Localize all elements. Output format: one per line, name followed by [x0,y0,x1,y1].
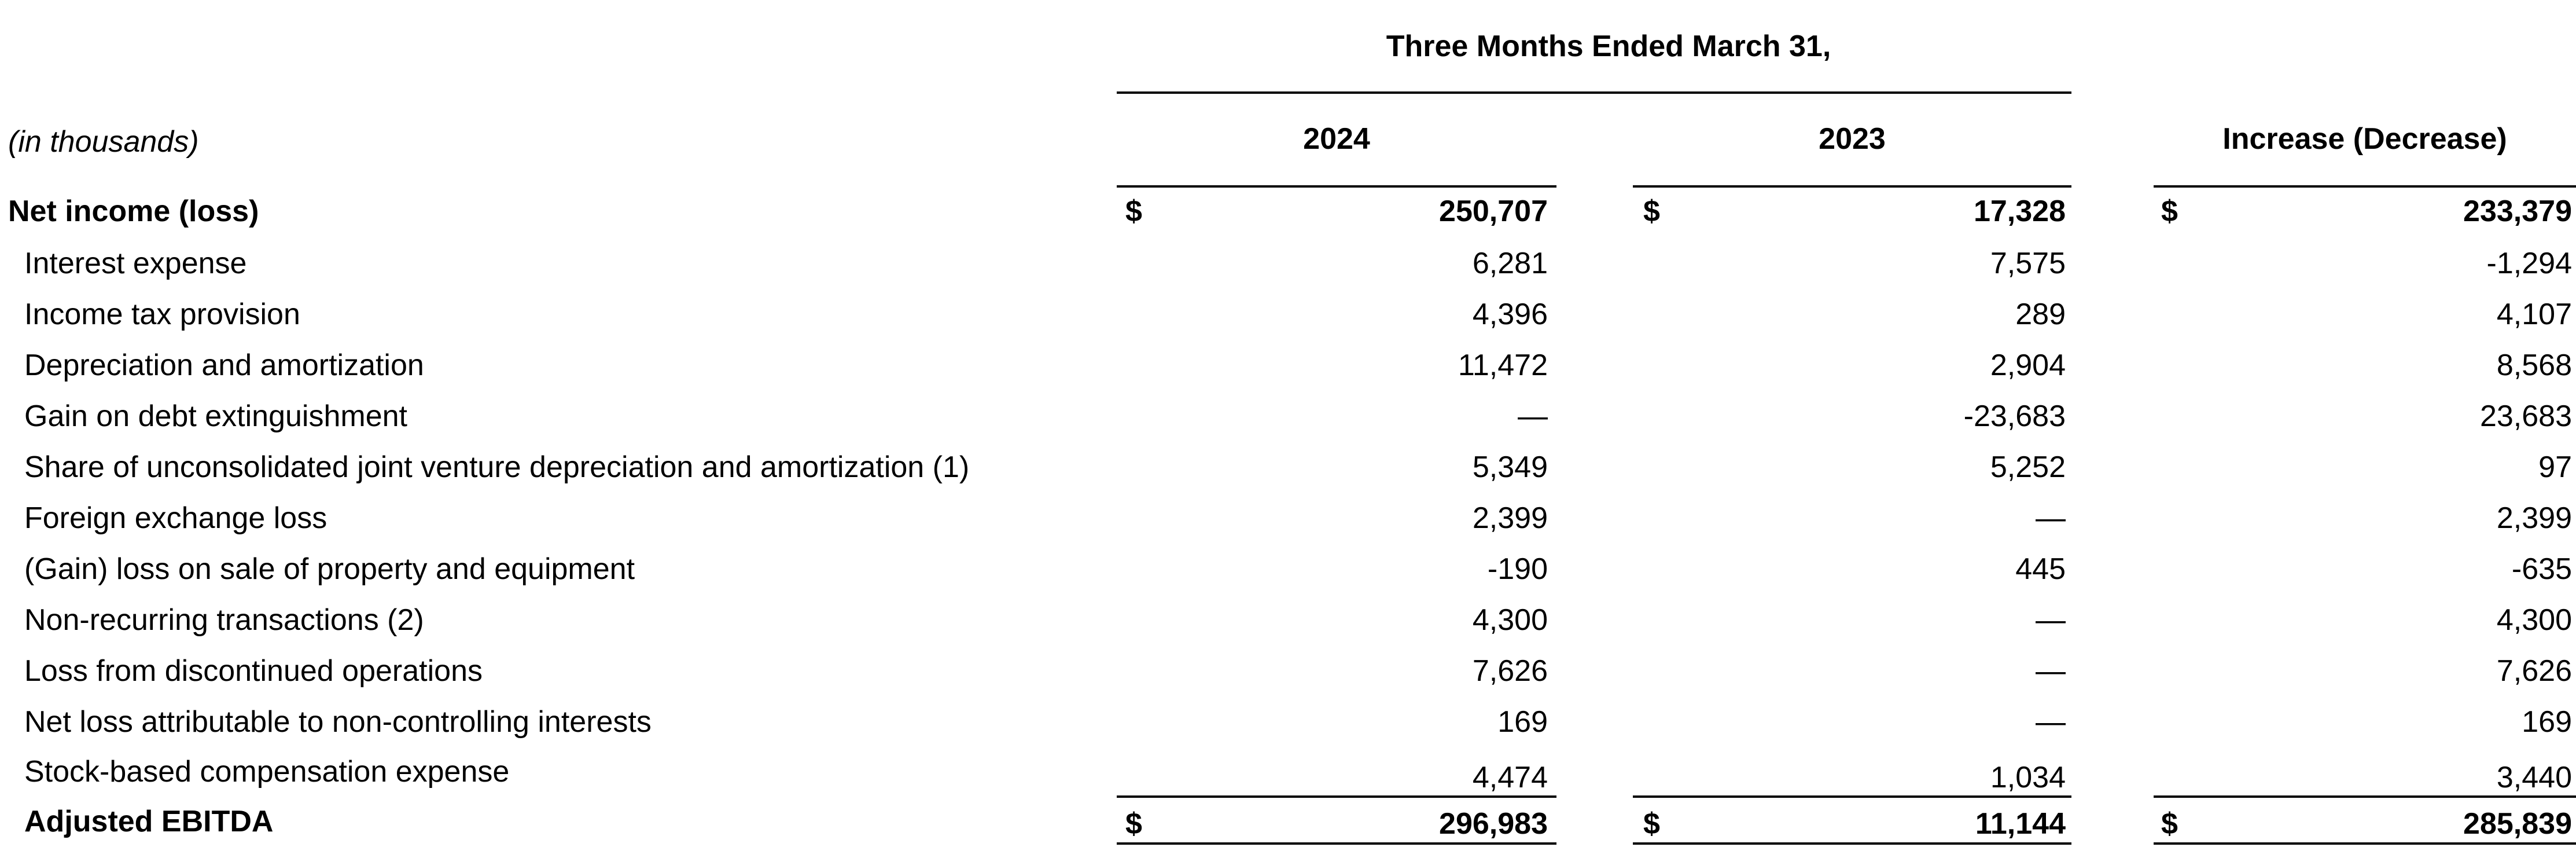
row-value-2023: 1,034 [1990,761,2066,794]
total-bottom-rule-2024 [1117,842,1556,845]
row-value-2023: 289 [2015,298,2066,331]
row-value-change: 169 [2522,705,2572,739]
row-value-2024: 250,707 [1439,195,1548,228]
row-label: Net loss attributable to non-controlling… [24,705,652,739]
row-value-2024: 2,399 [1472,501,1548,535]
row-label: Gain on debt extinguishment [24,399,407,433]
column-header-2023: 2023 [1819,122,1886,156]
currency-symbol: $ [1125,807,1142,841]
row-value-change: 23,683 [2479,399,2572,433]
row-value-2024: 6,281 [1472,247,1548,280]
row-label: Interest expense [24,247,247,280]
row-value-change: 4,300 [2496,603,2572,637]
row-value-2023: 5,252 [1990,450,2066,484]
currency-symbol: $ [2161,195,2178,228]
row-value-change: 233,379 [2463,195,2572,228]
row-label: Foreign exchange loss [24,501,327,535]
row-label: Loss from discontinued operations [24,654,483,688]
row-value-2023: 17,328 [1973,195,2066,228]
row-value-change: 8,568 [2496,349,2572,382]
total-top-rule-2023 [1633,795,2071,798]
row-label: Net income (loss) [8,195,259,228]
row-value-change: 2,399 [2496,501,2572,535]
column-header-rule-2024 [1117,185,1556,188]
row-value-2024: 11,472 [1458,349,1548,382]
row-value-2023: — [2036,654,2066,688]
period-header: Three Months Ended March 31, [1386,30,1831,63]
row-label: (Gain) loss on sale of property and equi… [24,552,635,586]
row-label: Income tax provision [24,298,300,331]
column-header-2024: 2024 [1303,122,1370,156]
row-label: Share of unconsolidated joint venture de… [24,450,970,484]
row-value-2023: 2,904 [1990,349,2066,382]
row-value-2024: 4,396 [1472,298,1548,331]
units-label: (in thousands) [8,125,199,159]
currency-symbol: $ [1125,195,1142,228]
row-value-2024: 7,626 [1472,654,1548,688]
currency-symbol: $ [1643,195,1660,228]
row-value-2024: — [1518,399,1548,433]
total-label: Adjusted EBITDA [24,805,274,838]
currency-symbol: $ [2161,807,2178,841]
row-value-2023: — [2036,603,2066,637]
row-label: Non-recurring transactions (2) [24,603,424,637]
row-value-change: 3,440 [2496,761,2572,794]
row-label: Stock-based compensation expense [24,755,510,789]
row-value-2023: 445 [2015,552,2066,586]
row-label: Depreciation and amortization [24,349,424,382]
column-header-rule-change [2154,185,2576,188]
row-value-change: 97 [2538,450,2572,484]
row-value-2024: 169 [1497,705,1548,739]
total-bottom-rule-2023 [1633,842,2071,845]
total-value-change: 285,839 [2463,807,2572,841]
row-value-change: -635 [2511,552,2572,586]
column-header-change: Increase (Decrease) [2222,122,2507,156]
row-value-change: -1,294 [2486,247,2572,280]
row-value-2024: 4,300 [1472,603,1548,637]
total-top-rule-change [2154,795,2576,798]
row-value-change: 4,107 [2496,298,2572,331]
period-header-rule [1117,91,2071,94]
row-value-2023: -23,683 [1963,399,2066,433]
row-value-2024: 5,349 [1472,450,1548,484]
total-value-2023: 11,144 [1975,807,2066,841]
total-bottom-rule-change [2154,842,2576,845]
total-value-2024: 296,983 [1439,807,1548,841]
row-value-2023: — [2036,705,2066,739]
column-header-rule-2023 [1633,185,2071,188]
row-value-2023: — [2036,501,2066,535]
row-value-2023: 7,575 [1990,247,2066,280]
row-value-2024: -190 [1487,552,1548,586]
currency-symbol: $ [1643,807,1660,841]
total-top-rule-2024 [1117,795,1556,798]
row-value-2024: 4,474 [1472,761,1548,794]
row-value-change: 7,626 [2496,654,2572,688]
